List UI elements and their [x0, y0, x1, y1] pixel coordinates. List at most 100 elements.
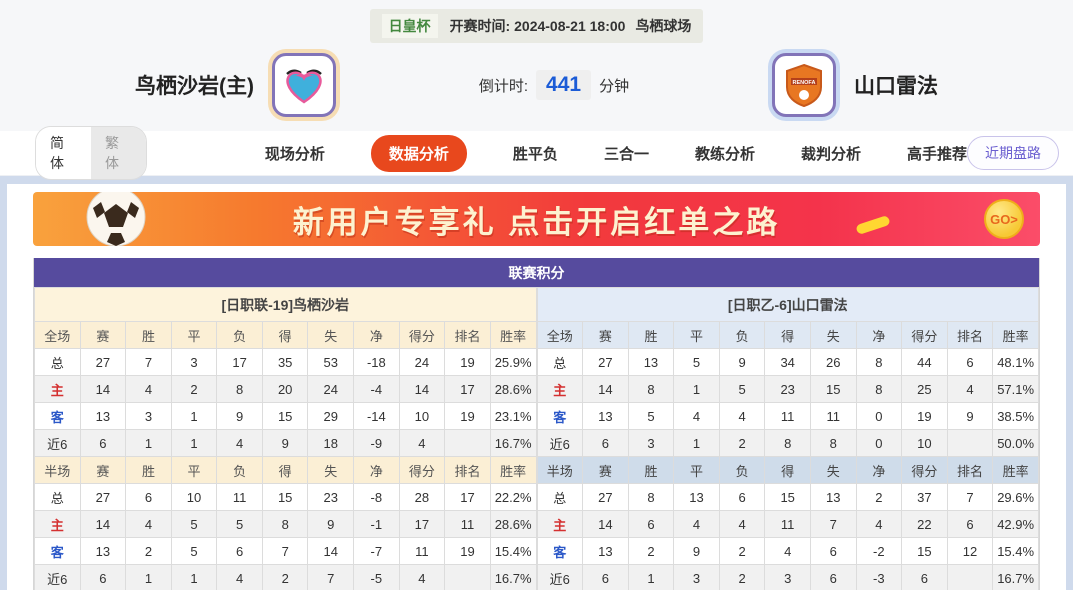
away-half-columns: 半场赛胜平负得失净得分 排名 胜率 [536, 456, 1039, 484]
language-toggle: 简体 繁体 [35, 126, 147, 180]
column-header: 失 [809, 321, 857, 349]
tab-现场分析[interactable]: 现场分析 [264, 145, 325, 163]
match-header: 日皇杯 开赛时间: 2024-08-21 18:00 鸟栖球场 鸟栖沙岩(主) … [0, 0, 1073, 131]
lang-traditional[interactable]: 繁体 [90, 127, 146, 179]
column-header: 胜 [125, 456, 172, 484]
stat-cell: 19 [901, 402, 948, 430]
go-button[interactable]: GO> [984, 199, 1024, 239]
kickoff-info: 日皇杯 开赛时间: 2024-08-21 18:00 鸟栖球场 [369, 9, 704, 43]
stat-cell: 1 [673, 375, 720, 403]
stat-cell: 17 [398, 510, 446, 538]
table-row: 主 14 6 4 4 11 7 4 22 6 42.9% [536, 510, 1039, 538]
column-header: 负 [216, 321, 263, 349]
column-header: 胜 [627, 321, 675, 349]
stat-cell: 8 [627, 375, 675, 403]
row-label: 客 [34, 537, 81, 565]
stat-cell: 0 [855, 429, 903, 457]
stat-cell: 14 [582, 510, 629, 538]
table-row: 客 13 2 5 6 7 14 -7 11 19 15.4% [34, 537, 537, 565]
stat-cell: 22 [901, 510, 948, 538]
stat-cell: 15.4% [489, 537, 537, 565]
stat-cell: 11 [444, 510, 491, 538]
column-header: 净 [855, 456, 903, 484]
stat-cell: 6 [809, 537, 857, 565]
stat-cell: 8 [809, 429, 857, 457]
column-header: 全场 [536, 321, 584, 349]
stat-cell: 2 [718, 429, 766, 457]
tab-高手推荐[interactable]: 高手推荐 [906, 145, 967, 163]
stat-cell: -1 [353, 510, 400, 538]
row-label: 近6 [536, 429, 584, 457]
stat-cell: 48.1% [992, 348, 1039, 376]
banner-text: 新用户专享礼 点击开启红单之路 [292, 204, 781, 240]
column-header: 赛 [79, 321, 127, 349]
kickoff-time: 2024-08-21 18:00 [514, 18, 626, 34]
tab-数据分析[interactable]: 数据分析 [370, 134, 467, 172]
stat-cell: -18 [353, 348, 400, 376]
stat-cell: 18 [307, 429, 355, 457]
table-row: 总 27 7 3 17 35 53 -18 24 19 25.9% [34, 348, 537, 376]
stat-cell: 3 [764, 564, 811, 590]
stat-cell: 5 [170, 510, 218, 538]
stat-cell: 14 [582, 375, 629, 403]
stat-cell: 42.9% [992, 510, 1039, 538]
countdown: 倒计时: 441 分钟 [336, 70, 772, 100]
column-header: 半场 [536, 456, 584, 484]
home-team-name: 鸟栖沙岩(主) [135, 75, 254, 98]
stat-cell: 24 [398, 348, 446, 376]
stat-cell: 50.0% [992, 429, 1039, 457]
tab-胜平负[interactable]: 胜平负 [512, 145, 558, 163]
stat-cell: 13 [809, 483, 857, 511]
stat-cell: 24 [307, 375, 355, 403]
column-header: 平 [170, 321, 218, 349]
stat-cell: 6 [946, 348, 994, 376]
column-header: 赛 [79, 456, 127, 484]
stat-cell: 2 [261, 564, 309, 590]
stat-cell: 28.6% [489, 510, 537, 538]
tab-裁判分析[interactable]: 裁判分析 [800, 145, 861, 163]
stat-cell: 23 [764, 375, 811, 403]
stat-cell: 26 [809, 348, 857, 376]
tab-教练分析[interactable]: 教练分析 [694, 145, 755, 163]
stat-cell: -14 [353, 402, 400, 430]
stat-cell: 9 [261, 429, 309, 457]
row-label: 主 [34, 510, 81, 538]
stat-cell: 15 [809, 375, 857, 403]
stat-cell: -9 [353, 429, 400, 457]
venue: 鸟栖球场 [635, 18, 692, 34]
stat-cell: 57.1% [992, 375, 1039, 403]
recent-odds-button[interactable]: 近期盘路 [967, 136, 1059, 170]
stat-cell: 1 [170, 429, 218, 457]
column-header: 排名 [444, 321, 491, 349]
promo-banner[interactable]: 新用户专享礼 点击开启红单之路 GO> [33, 192, 1040, 246]
lang-simplified[interactable]: 简体 [36, 127, 91, 179]
table-row: 主 14 8 1 5 23 15 8 25 4 57.1% [536, 375, 1039, 403]
stat-cell: 44 [901, 348, 948, 376]
stat-cell: 4 [398, 564, 446, 590]
stat-cell: 6 [809, 564, 857, 590]
stat-cell: 4 [764, 537, 811, 565]
stat-cell: 6 [582, 564, 629, 590]
stat-cell: 35 [261, 348, 309, 376]
stat-cell: -4 [353, 375, 400, 403]
tab-三合一[interactable]: 三合一 [603, 145, 649, 163]
stat-cell: 1 [627, 564, 675, 590]
column-header: 负 [216, 456, 263, 484]
stat-cell [444, 429, 491, 457]
stat-cell: 19 [444, 402, 491, 430]
column-header: 得 [261, 456, 309, 484]
stat-cell: 4 [398, 429, 446, 457]
stat-cell: 4 [718, 510, 766, 538]
nav-bar: 简体 繁体 现场分析 数据分析 胜平负 三合一 教练分析 裁判分析 高手推荐 近期盘路 [0, 126, 1073, 180]
column-header: 失 [307, 456, 355, 484]
stat-cell: 13 [673, 483, 720, 511]
row-label: 主 [536, 375, 584, 403]
column-header: 排名 [444, 456, 491, 484]
stat-cell: 4 [718, 402, 766, 430]
stat-cell: 8 [764, 429, 811, 457]
column-header: 得分 [901, 456, 948, 484]
stat-cell: 8 [627, 483, 675, 511]
stat-cell: 6 [79, 429, 127, 457]
stat-cell: 7 [125, 348, 172, 376]
stat-cell: 53 [307, 348, 355, 376]
